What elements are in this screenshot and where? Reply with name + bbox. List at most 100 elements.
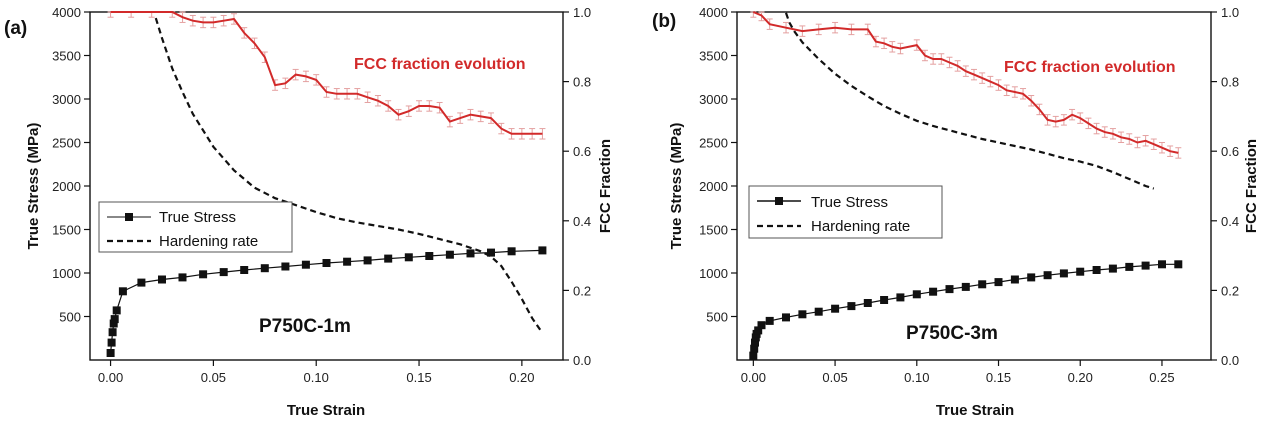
y-tick-label-left: 1000 xyxy=(699,266,728,281)
y-tick-label-left: 1000 xyxy=(52,266,81,281)
y-tick-label-left: 4000 xyxy=(52,5,81,20)
sample-label-b: P750C-3m xyxy=(906,323,998,344)
true-stress-point xyxy=(1059,269,1068,278)
true-stress-point xyxy=(750,344,759,353)
y-axis-label-right-a: FCC Fraction xyxy=(597,139,614,233)
axes-ticks-a: 0.00 0.05 0.10 0.15 0.20 500 1000 1500 2000 2500 3… xyxy=(52,5,591,385)
true-stress-point xyxy=(863,299,872,307)
y-tick-label-right: 0.0 xyxy=(573,353,591,368)
true-stress-point xyxy=(487,248,495,257)
y-axis-label-right-b: FCC Fraction xyxy=(1243,139,1260,233)
y-tick-label-right: 1.0 xyxy=(1221,5,1239,20)
y-tick-label-right: 0.4 xyxy=(573,214,591,229)
y-tick-label-right: 0.0 xyxy=(1221,353,1239,368)
y-tick-label-right: 0.2 xyxy=(1221,283,1239,298)
true-stress-point xyxy=(1174,260,1183,269)
x-tick-label: 0.00 xyxy=(98,370,123,385)
true-stress-point xyxy=(1043,271,1052,280)
true-stress-point xyxy=(219,268,228,277)
panel-b: (b) 0.00 0.05 0.10 0.15 0.20 0.25 500 1000 1500 2… xyxy=(652,5,1260,419)
true-stress-point xyxy=(929,287,938,296)
true-stress-point xyxy=(814,307,823,316)
true-stress-point xyxy=(961,282,970,291)
true-stress-point xyxy=(880,296,889,304)
panel-a: (a) 0.00 0.05 0.10 0.15 0.20 500 1000 1500 2000 2… xyxy=(4,5,614,419)
true-stress-point xyxy=(912,290,921,299)
true-stress-point xyxy=(384,254,393,263)
y-tick-label-left: 1500 xyxy=(52,223,81,238)
series-a xyxy=(106,11,547,357)
true-stress-point xyxy=(1010,275,1019,284)
true-stress-point xyxy=(240,266,249,274)
x-tick-label: 0.05 xyxy=(201,370,226,385)
true-stress-point xyxy=(751,338,759,347)
legend-label-hardening-b: Hardening rate xyxy=(811,218,910,235)
true-stress-point xyxy=(749,351,758,360)
y-tick-label-left: 3500 xyxy=(699,49,728,64)
panel-label-a: (a) xyxy=(4,18,27,39)
true-stress-point xyxy=(847,302,856,311)
true-stress-point xyxy=(199,270,208,279)
y-tick-label-left: 3000 xyxy=(52,92,81,107)
true-stress-point xyxy=(896,293,905,302)
legend-box-a xyxy=(98,201,293,253)
x-axis-label-b: True Strain xyxy=(936,402,1014,419)
x-tick-label: 0.25 xyxy=(1149,370,1174,385)
true-stress-point xyxy=(343,257,352,266)
x-tick-label: 0.20 xyxy=(1068,370,1093,385)
true-stress-point xyxy=(1158,260,1166,269)
true-stress-point xyxy=(322,259,331,267)
true-stress-point xyxy=(281,262,290,271)
y-tick-label-left: 3000 xyxy=(699,92,728,107)
legend-box-b xyxy=(748,185,943,239)
legend-a: True Stress Hardening rate xyxy=(98,201,293,253)
true-stress-point xyxy=(109,319,118,328)
true-stress-point xyxy=(425,252,434,260)
y-tick-label-left: 3500 xyxy=(52,49,81,64)
x-tick-label: 0.20 xyxy=(509,370,534,385)
legend-b: True Stress Hardening rate xyxy=(748,185,943,239)
true-stress-point xyxy=(765,316,774,325)
true-stress-point xyxy=(831,304,840,313)
true-stress-point xyxy=(112,306,121,315)
legend-marker-stress-a xyxy=(125,213,133,221)
y-tick-label-right: 0.2 xyxy=(573,283,591,298)
annotation-fcc-a: FCC fraction evolution xyxy=(354,56,526,73)
true-stress-point xyxy=(301,260,310,269)
true-stress-point xyxy=(445,250,454,259)
true-stress-point xyxy=(178,273,187,282)
true-stress-point xyxy=(757,321,766,330)
true-stress-point xyxy=(110,315,119,324)
y-tick-label-right: 0.4 xyxy=(1221,214,1239,229)
true-stress-point xyxy=(1092,266,1101,274)
true-stress-point xyxy=(363,256,372,265)
true-stress-point xyxy=(1108,264,1117,273)
y-tick-label-left: 2500 xyxy=(699,136,728,151)
true-stress-point xyxy=(158,275,166,284)
true-stress-point xyxy=(118,287,127,296)
x-axis-label-a: True Strain xyxy=(287,402,365,419)
x-tick-label: 0.00 xyxy=(741,370,766,385)
true-stress-point xyxy=(1027,273,1036,282)
true-stress-point xyxy=(782,313,790,322)
legend-label-stress-a: True Stress xyxy=(159,209,236,226)
true-stress-point xyxy=(106,349,115,357)
legend-marker-stress-b xyxy=(775,197,783,205)
annotation-fcc-b: FCC fraction evolution xyxy=(1004,59,1176,76)
y-tick-label-left: 2000 xyxy=(699,179,728,194)
y-tick-label-left: 2000 xyxy=(52,179,81,194)
x-tick-label: 0.15 xyxy=(406,370,431,385)
true-stress-point xyxy=(978,280,987,289)
true-stress-point xyxy=(260,264,269,273)
true-stress-point xyxy=(404,253,413,262)
y-tick-label-left: 4000 xyxy=(699,5,728,20)
true-stress-point xyxy=(754,326,763,335)
true-stress-point xyxy=(108,328,117,337)
legend-label-hardening-a: Hardening rate xyxy=(159,233,258,250)
true-stress-point xyxy=(1125,262,1134,271)
true-stress-point xyxy=(107,338,116,347)
true-stress-point xyxy=(137,278,146,287)
y-tick-label-right: 0.6 xyxy=(1221,144,1239,159)
true-stress-point xyxy=(466,249,475,258)
